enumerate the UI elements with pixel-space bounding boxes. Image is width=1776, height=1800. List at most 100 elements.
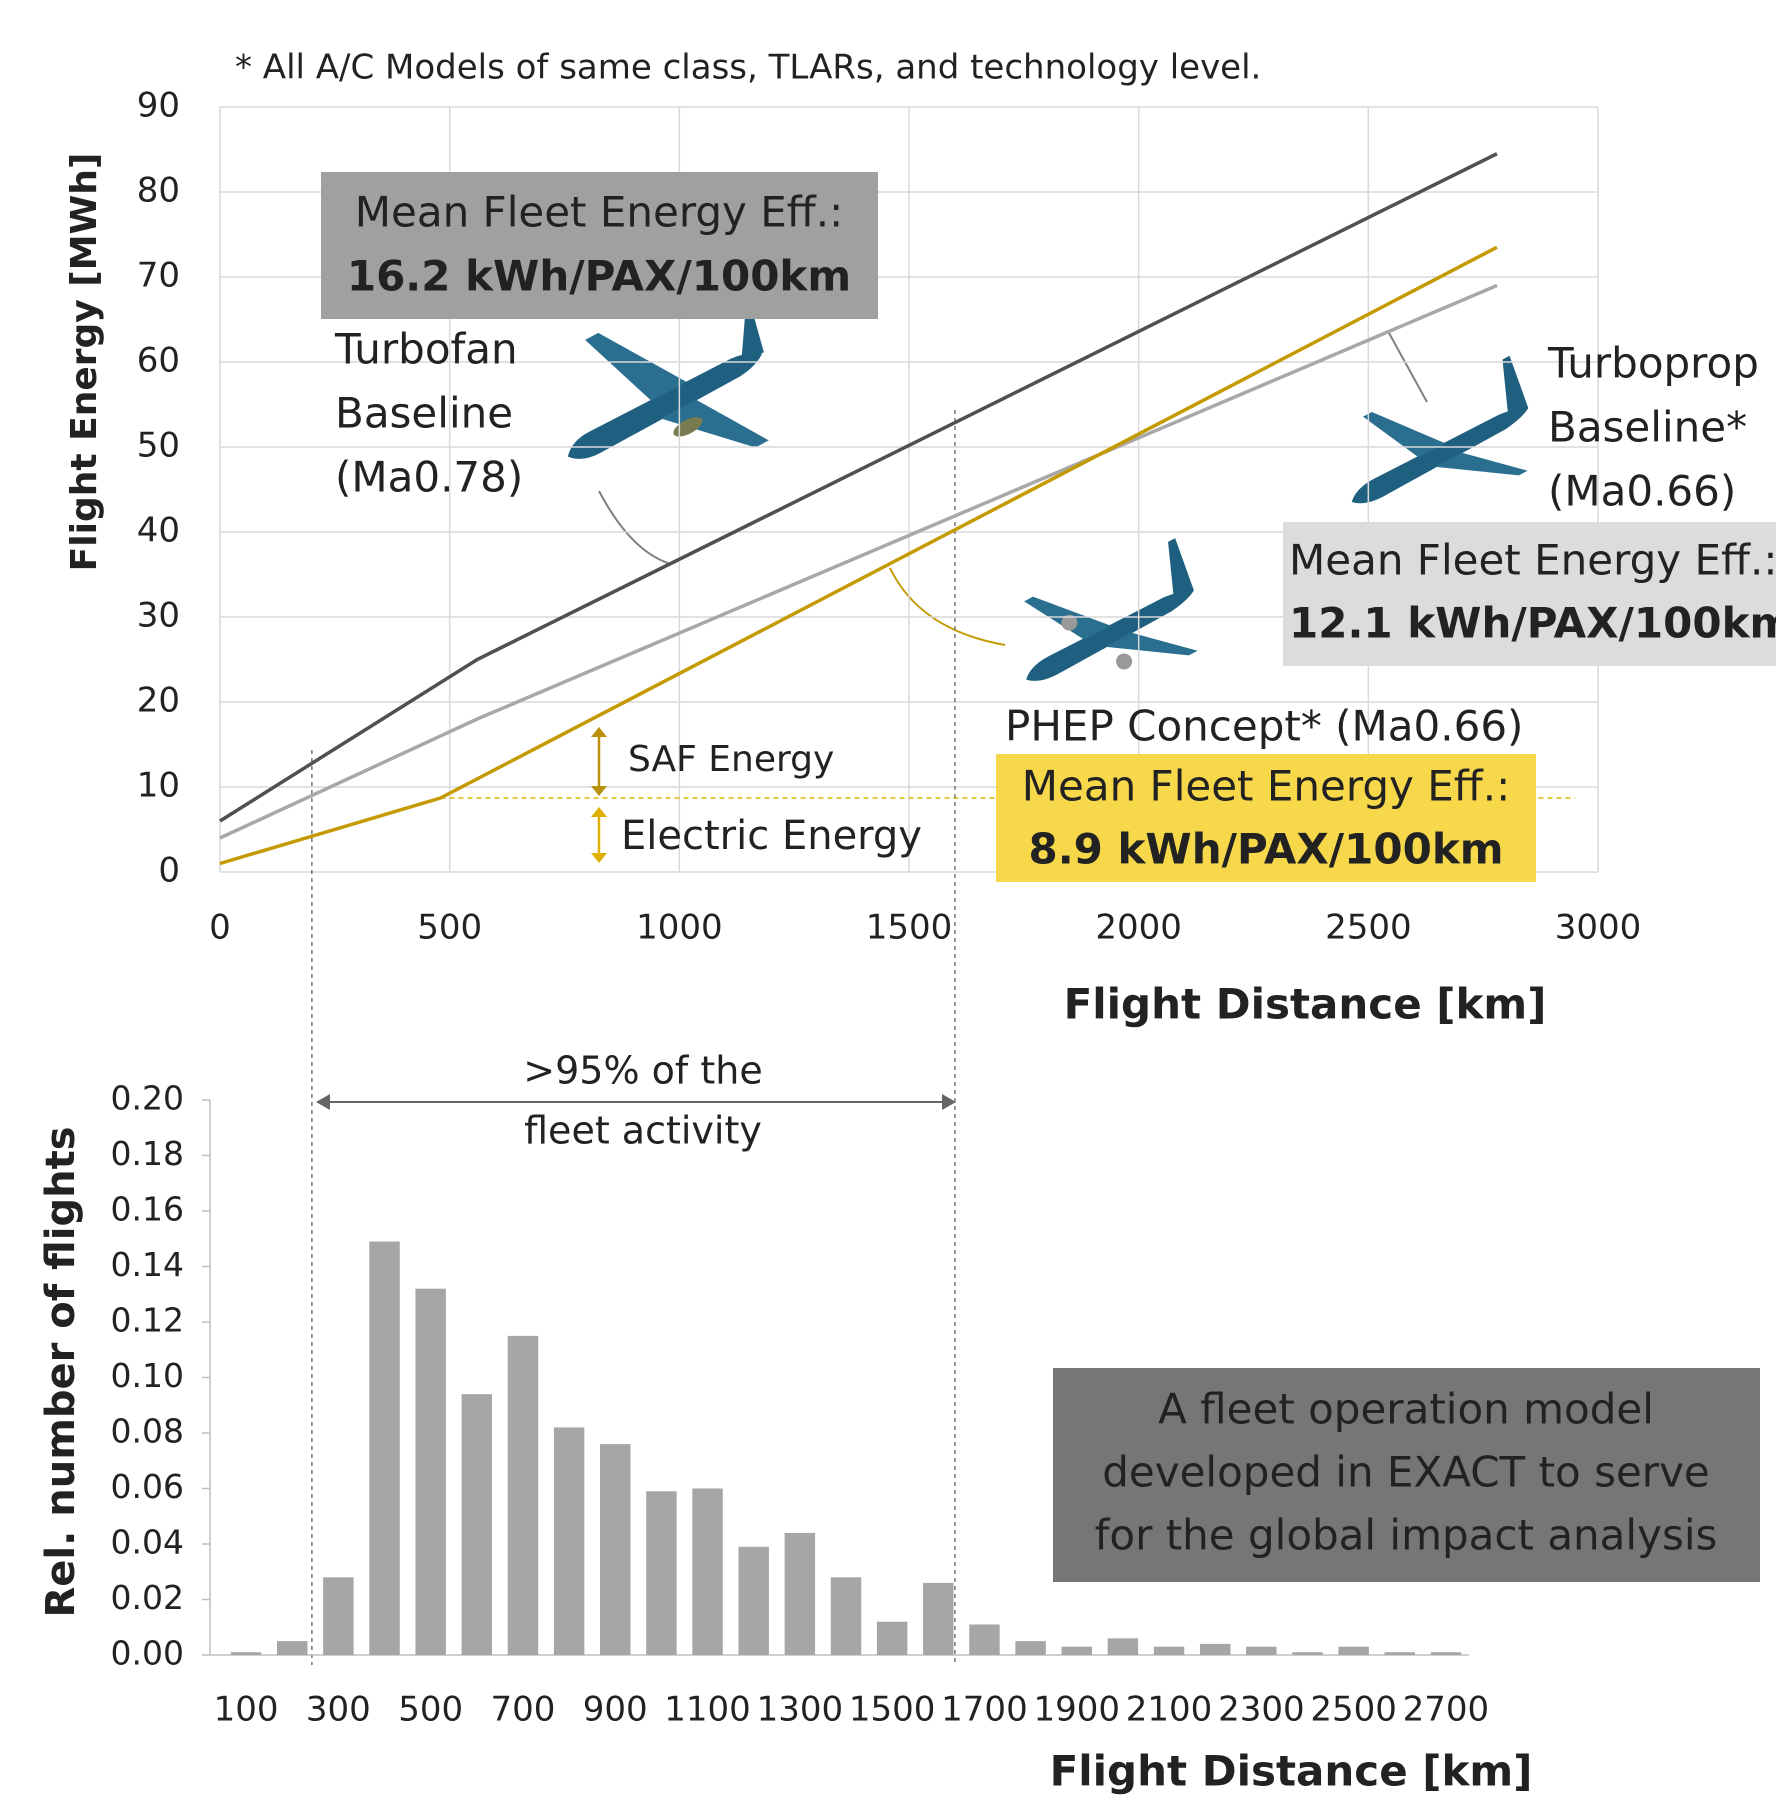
bar xyxy=(969,1624,999,1655)
bar xyxy=(738,1547,768,1655)
bar xyxy=(1062,1647,1092,1655)
airplane-icon xyxy=(993,525,1227,728)
bar xyxy=(1154,1647,1184,1655)
x-tick-label: 2500 xyxy=(1310,1690,1397,1730)
x-tick-label: 1100 xyxy=(664,1690,751,1730)
bar xyxy=(462,1394,492,1655)
efficiency-label: Mean Fleet Energy Eff.: xyxy=(355,188,843,237)
y-tick-label: 0.00 xyxy=(111,1634,184,1673)
bar xyxy=(877,1622,907,1655)
series-label: Baseline xyxy=(335,389,513,438)
x-tick-label: 1500 xyxy=(849,1690,936,1730)
y-tick-label: 10 xyxy=(137,766,180,806)
x-tick-label: 2700 xyxy=(1403,1690,1490,1730)
x-tick-label: 300 xyxy=(306,1690,371,1730)
x-tick-label: 2300 xyxy=(1218,1690,1305,1730)
x-tick-label: 3000 xyxy=(1555,908,1642,948)
bar xyxy=(692,1489,722,1656)
series-label: Turboprop xyxy=(1547,339,1759,388)
bar xyxy=(554,1427,584,1655)
x-tick-label: 500 xyxy=(417,908,482,948)
x-tick-label: 0 xyxy=(209,908,231,948)
y-tick-label: 0.18 xyxy=(111,1134,184,1173)
y-tick-label: 0.04 xyxy=(111,1523,184,1562)
note: * All A/C Models of same class, TLARs, a… xyxy=(235,48,1261,88)
bar xyxy=(1246,1647,1276,1655)
y-tick-label: 50 xyxy=(137,426,180,466)
y-tick-label: 70 xyxy=(137,256,180,296)
y-tick-label: 30 xyxy=(137,596,180,636)
bar xyxy=(508,1336,538,1655)
y-tick-label: 0.10 xyxy=(111,1356,184,1395)
x-tick-label: 500 xyxy=(398,1690,463,1730)
series-label: Turbofan xyxy=(334,325,518,374)
y-tick-label: 0.16 xyxy=(111,1190,184,1229)
efficiency-label: Mean Fleet Energy Eff.: xyxy=(1022,762,1510,811)
bar xyxy=(1338,1647,1368,1655)
info-text: developed in EXACT to serve xyxy=(1102,1448,1710,1497)
energy-label: SAF Energy xyxy=(628,739,834,780)
info-text: A fleet operation model xyxy=(1158,1385,1654,1434)
y-tick-label: 0.06 xyxy=(111,1467,184,1506)
page: * All A/C Models of same class, TLARs, a… xyxy=(0,0,1776,1800)
bar xyxy=(1385,1652,1415,1655)
x-tick-label: 100 xyxy=(214,1690,279,1730)
bar xyxy=(923,1583,953,1655)
y-tick-label: 0.02 xyxy=(111,1578,184,1617)
info-text: for the global impact analysis xyxy=(1095,1511,1718,1560)
x-tick-label: 1900 xyxy=(1033,1690,1120,1730)
series-label: PHEP Concept* (Ma0.66) xyxy=(1005,702,1523,751)
x-tick-label: 1300 xyxy=(757,1690,844,1730)
span-label: >95% of the xyxy=(523,1049,762,1093)
bar xyxy=(1015,1641,1045,1655)
y-tick-label: 0.12 xyxy=(111,1301,184,1340)
series-label: (Ma0.78) xyxy=(335,453,523,502)
y-tick-label: 90 xyxy=(137,86,180,126)
leader-line xyxy=(599,491,668,563)
x-tick-label: 900 xyxy=(583,1690,648,1730)
efficiency-value: 12.1 kWh/PAX/100km xyxy=(1289,599,1776,648)
span-label: fleet activity xyxy=(524,1109,762,1153)
bar xyxy=(1200,1644,1230,1655)
x-tick-label: 2000 xyxy=(1095,908,1182,948)
y-tick-label: 20 xyxy=(137,681,180,721)
series-label: (Ma0.66) xyxy=(1548,467,1736,516)
x-tick-label: 1700 xyxy=(941,1690,1028,1730)
x-tick-label: 2100 xyxy=(1126,1690,1213,1730)
bar xyxy=(831,1577,861,1655)
y-tick-label: 0 xyxy=(158,851,180,891)
x-tick-label: 2500 xyxy=(1325,908,1412,948)
y-tick-label: 40 xyxy=(137,511,180,551)
bar xyxy=(415,1289,445,1655)
bar xyxy=(323,1577,353,1655)
x-tick-label: 1500 xyxy=(866,908,953,948)
bar xyxy=(646,1491,676,1655)
y-tick-label: 60 xyxy=(137,341,180,381)
x-tick-label: 1000 xyxy=(636,908,723,948)
y-tick-label: 0.20 xyxy=(111,1079,184,1118)
bar xyxy=(277,1641,307,1655)
y-tick-label: 80 xyxy=(137,171,180,211)
efficiency-value: 8.9 kWh/PAX/100km xyxy=(1028,825,1503,874)
y-tick-label: 0.08 xyxy=(111,1412,184,1451)
bar xyxy=(1108,1638,1138,1655)
x-axis-title: Flight Distance [km] xyxy=(1050,1747,1533,1796)
bar xyxy=(369,1242,399,1655)
leader-line xyxy=(1389,333,1427,402)
chart: * All A/C Models of same class, TLARs, a… xyxy=(0,0,1776,1800)
bar xyxy=(1292,1652,1322,1655)
bar xyxy=(1431,1652,1461,1655)
leader-line xyxy=(890,568,1005,645)
x-axis-title: Flight Distance [km] xyxy=(1064,980,1547,1029)
y-tick-label: 0.14 xyxy=(111,1245,184,1284)
y-axis-title: Rel. number of flights xyxy=(38,1126,84,1617)
bar xyxy=(231,1652,261,1655)
efficiency-label: Mean Fleet Energy Eff.: xyxy=(1289,536,1776,585)
bar xyxy=(600,1444,630,1655)
series-label: Baseline* xyxy=(1548,403,1747,452)
efficiency-value: 16.2 kWh/PAX/100km xyxy=(347,252,851,301)
bar xyxy=(785,1533,815,1655)
energy-label: Electric Energy xyxy=(621,813,922,859)
x-tick-label: 700 xyxy=(491,1690,556,1730)
y-axis-title: Flight Energy [MWh] xyxy=(64,153,105,572)
